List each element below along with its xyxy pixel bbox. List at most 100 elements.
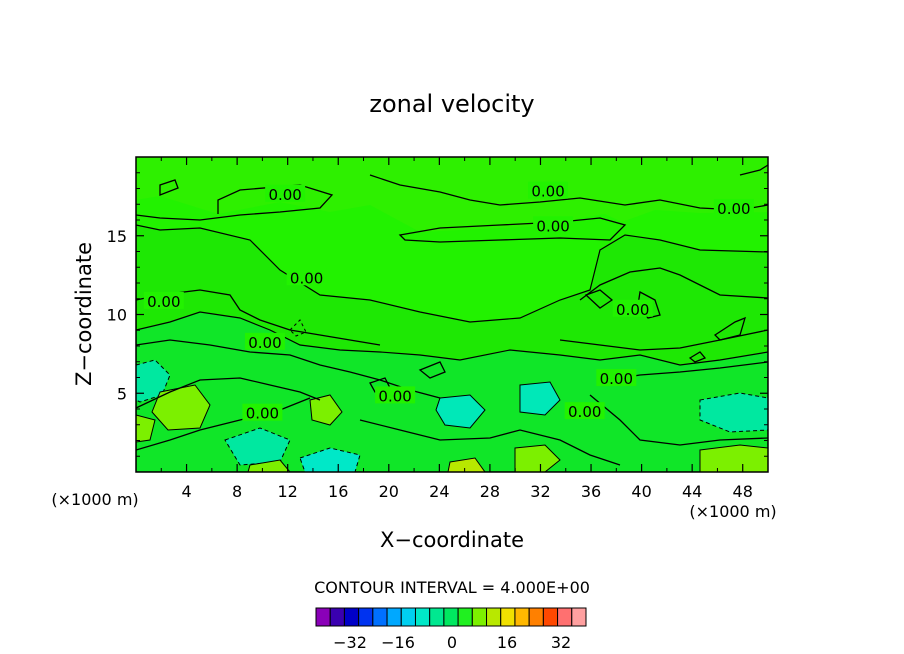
- contour-label: 0.00: [290, 269, 323, 287]
- contour-line-8: [136, 377, 321, 409]
- colorbar-swatch: [457, 607, 473, 627]
- contour-label: 0.00: [536, 217, 569, 235]
- colorbar-tick-label: 0: [447, 633, 457, 652]
- y-tick-label: 15: [107, 227, 127, 246]
- contour-blob-2: [435, 394, 486, 429]
- x-tick-label: 24: [429, 482, 449, 501]
- colorbar-tick-label: 16: [497, 633, 517, 652]
- x-tick-label: 44: [682, 482, 702, 501]
- colorbar-swatch: [500, 607, 516, 627]
- colorbar-swatch: [315, 607, 331, 627]
- colorbar-swatch: [557, 607, 573, 627]
- colorbar-swatch: [486, 607, 502, 627]
- contour-label-bg: [533, 216, 574, 234]
- contour-line-1: [136, 184, 334, 221]
- colorbar-tick-labels: −32 −16 0 16 32: [333, 633, 571, 652]
- contour-band-upper: [136, 157, 768, 232]
- contour-label-bg: [713, 198, 754, 216]
- colorbar-swatch: [400, 607, 416, 627]
- contour-label: 0.00: [531, 183, 564, 201]
- axis-ticks: [136, 157, 768, 472]
- colorbar-swatch: [429, 607, 445, 627]
- colorbar-swatch: [528, 607, 544, 627]
- contour-band-lower: [136, 311, 768, 472]
- contour-label-bg: [528, 181, 569, 199]
- colorbar-swatch: [443, 607, 459, 627]
- contour-line-9: [136, 397, 311, 451]
- colorbar-swatch: [571, 607, 587, 627]
- contour-label-bg: [265, 184, 306, 202]
- colorbar-tick-label: −32: [333, 633, 367, 652]
- contour-labels: 0.00 0.00 0.00 0.00 0.00 0.00 0.00 0.00 0.00 0.00…: [143, 181, 754, 423]
- contour-blob-8: [309, 394, 343, 426]
- contour-line-7: [136, 339, 441, 399]
- x-tick-label: 8: [232, 482, 242, 501]
- colorbar-tick-label: −16: [381, 633, 415, 652]
- contour-label-bg: [564, 402, 605, 420]
- colorbar-swatch: [343, 607, 360, 627]
- contour-label: 0.00: [246, 405, 279, 423]
- contour-label: 0.00: [717, 200, 750, 218]
- contour-line-2: [369, 174, 768, 211]
- contour-label-bg: [596, 369, 637, 387]
- y-tick-labels: 5 10 15: [107, 227, 127, 404]
- contour-label-bg: [242, 403, 283, 421]
- contour-label: 0.00: [268, 186, 301, 204]
- contour-label: 0.00: [147, 293, 180, 311]
- contour-blob-6: [299, 447, 361, 472]
- x-tick-label: 20: [379, 482, 399, 501]
- y-tick-label: 10: [107, 306, 127, 325]
- contour-label-bg: [286, 268, 327, 286]
- contour-blob-9: [136, 414, 156, 443]
- contour-label: 0.00: [616, 301, 649, 319]
- x-tick-label: 4: [181, 482, 191, 501]
- colorbar-swatch: [358, 607, 374, 627]
- chart-title: zonal velocity: [369, 90, 534, 118]
- colorbar-swatch: [471, 607, 488, 627]
- colorbar-swatch: [372, 607, 388, 627]
- contour-line-3: [398, 217, 627, 243]
- contour-blob-5: [224, 427, 291, 466]
- contour-blob-11: [447, 457, 486, 472]
- contour-line-21: [688, 351, 707, 363]
- contour-blob-3: [519, 381, 561, 416]
- x-tick-label: 36: [581, 482, 601, 501]
- contour-blob-4: [699, 392, 768, 433]
- x-tick-label: 28: [480, 482, 500, 501]
- colorbar-swatch: [542, 607, 559, 627]
- x-tick-label: 16: [328, 482, 348, 501]
- x-unit-label-left: (×1000 m): [51, 490, 138, 509]
- contour-label: 0.00: [568, 403, 601, 421]
- contour-line-14: [359, 419, 621, 466]
- contour-line-13: [589, 394, 768, 446]
- x-tick-label: 12: [278, 482, 298, 501]
- contour-blob-12: [699, 444, 768, 472]
- x-tick-label: 32: [530, 482, 550, 501]
- y-axis-label: Z−coordinate: [72, 242, 96, 386]
- contour-label: 0.00: [378, 387, 411, 405]
- colorbar-tick-label: 32: [551, 633, 571, 652]
- colorbar-swatch: [514, 607, 530, 627]
- x-tick-label: 48: [733, 482, 753, 501]
- contour-line-17: [584, 289, 614, 309]
- colorbar-swatch: [329, 607, 345, 627]
- contour-line-11: [579, 267, 768, 301]
- contour-line-5: [739, 164, 768, 176]
- contour-label: 0.00: [600, 370, 633, 388]
- contour-line-19: [418, 361, 446, 379]
- x-unit-label-right: (×1000 m): [689, 502, 776, 521]
- colorbar-swatch: [386, 607, 402, 627]
- contour-line-15: [713, 316, 747, 341]
- contour-blob-7: [151, 384, 211, 431]
- x-axis-label: X−coordinate: [380, 528, 524, 552]
- plot-area: [136, 157, 768, 472]
- contour-line-4: [159, 179, 179, 196]
- contour-blob-13: [247, 459, 291, 472]
- colorbar: [315, 607, 587, 627]
- contour-label-bg: [244, 332, 285, 350]
- contour-interval-text: CONTOUR INTERVAL = 4.000E+00: [314, 578, 590, 597]
- x-tick-labels: 4 8 12 16 20 24 28 32 36 40 44 48: [181, 482, 752, 501]
- y-tick-label: 5: [117, 384, 127, 403]
- contour-label-bg: [612, 299, 653, 317]
